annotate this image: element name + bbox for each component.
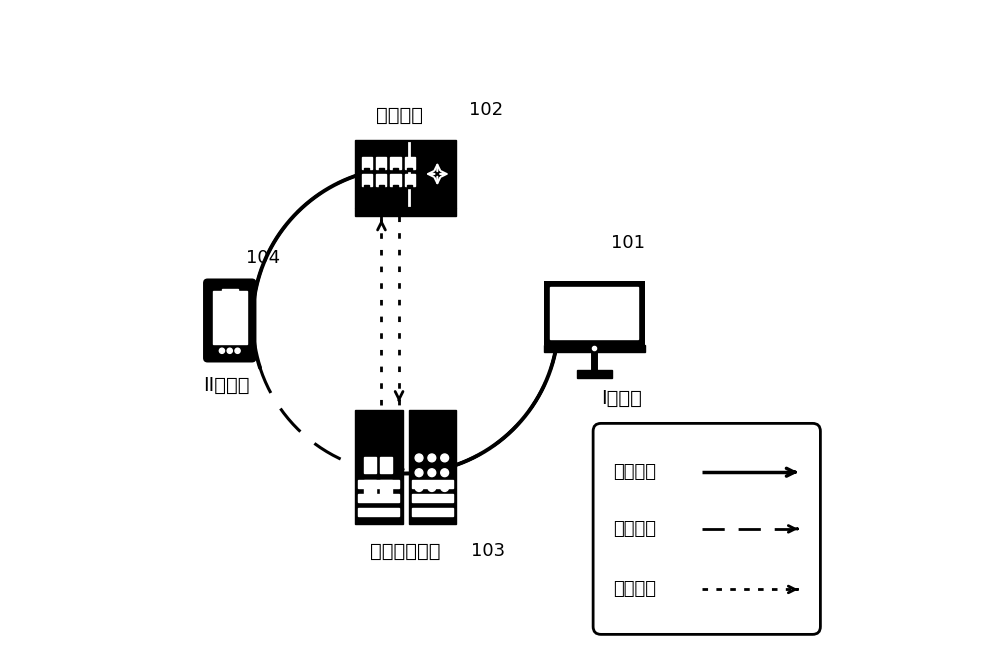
Bar: [393, 168, 398, 171]
Bar: [409, 410, 456, 524]
Circle shape: [428, 469, 436, 477]
Bar: [407, 168, 412, 171]
Circle shape: [219, 348, 225, 353]
Text: II类终端: II类终端: [203, 376, 250, 395]
Circle shape: [441, 454, 449, 462]
Bar: [412, 494, 453, 502]
Bar: [379, 168, 384, 171]
Bar: [358, 480, 399, 487]
Bar: [364, 168, 369, 171]
Bar: [393, 185, 398, 188]
Text: 云平台服务器: 云平台服务器: [370, 542, 441, 561]
Text: I类终端: I类终端: [601, 389, 642, 408]
Text: 102: 102: [469, 101, 504, 118]
Bar: [355, 140, 456, 208]
Bar: [412, 508, 453, 516]
Circle shape: [415, 483, 423, 491]
Bar: [550, 287, 638, 339]
Bar: [407, 185, 412, 188]
Bar: [544, 345, 645, 352]
Circle shape: [235, 348, 240, 353]
Text: 104: 104: [246, 249, 280, 267]
Bar: [390, 174, 401, 186]
Circle shape: [227, 348, 232, 353]
Bar: [380, 456, 392, 473]
Bar: [355, 410, 403, 524]
Bar: [376, 157, 386, 169]
Bar: [544, 281, 645, 345]
Bar: [358, 494, 399, 502]
Circle shape: [415, 454, 423, 462]
Text: 103: 103: [471, 542, 505, 560]
Bar: [362, 174, 372, 186]
Bar: [364, 185, 369, 188]
Bar: [379, 185, 384, 188]
Circle shape: [441, 483, 449, 491]
Text: 语音信号: 语音信号: [613, 463, 656, 481]
Bar: [577, 370, 612, 377]
Bar: [376, 174, 386, 186]
Text: 101: 101: [611, 234, 645, 252]
Bar: [412, 480, 453, 487]
Text: 智能网关: 智能网关: [376, 106, 423, 125]
Circle shape: [428, 454, 436, 462]
Bar: [362, 157, 372, 169]
Circle shape: [428, 483, 436, 491]
Bar: [380, 479, 392, 496]
Text: 控制信号: 控制信号: [613, 520, 656, 538]
Bar: [355, 208, 456, 216]
Bar: [222, 289, 238, 294]
Bar: [364, 479, 376, 496]
Circle shape: [441, 469, 449, 477]
Text: 交互信号: 交互信号: [613, 581, 656, 598]
Bar: [405, 174, 415, 186]
Bar: [405, 157, 415, 169]
Bar: [364, 456, 376, 473]
FancyBboxPatch shape: [593, 423, 820, 634]
Circle shape: [415, 469, 423, 477]
Bar: [213, 291, 247, 343]
Bar: [390, 157, 401, 169]
Bar: [358, 508, 399, 516]
FancyBboxPatch shape: [203, 279, 256, 362]
